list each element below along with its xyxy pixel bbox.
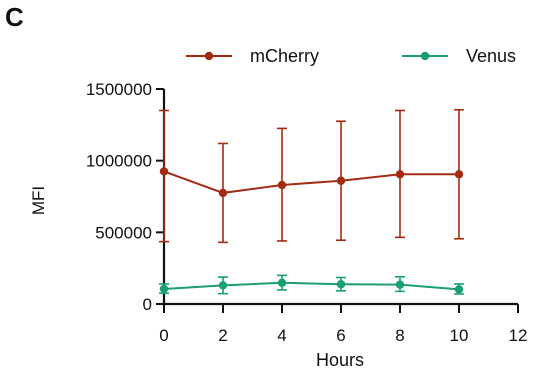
venus-data-point bbox=[395, 280, 405, 289]
mcherry-data-point bbox=[218, 188, 228, 198]
x-axis-title: Hours bbox=[316, 350, 364, 370]
mcherry-data-point bbox=[454, 170, 464, 179]
mcherry-data-point bbox=[336, 176, 346, 185]
legend-mcherry-marker bbox=[204, 51, 214, 61]
venus-data-point bbox=[454, 285, 464, 294]
x-tick-label: 12 bbox=[509, 326, 528, 345]
venus-data-point bbox=[277, 278, 287, 287]
x-tick-label: 6 bbox=[336, 326, 345, 345]
y-tick-label: 1000000 bbox=[86, 152, 152, 171]
mcherry-data-point bbox=[395, 170, 405, 179]
mcherry-series-line bbox=[163, 170, 459, 194]
y-tick-label: 0 bbox=[143, 295, 152, 314]
x-tick-label: 2 bbox=[218, 326, 227, 345]
y-tick-label: 1500000 bbox=[86, 80, 152, 99]
legend-mcherry-label: mCherry bbox=[250, 46, 319, 66]
mcherry-data-point bbox=[277, 180, 287, 190]
x-tick-label: 10 bbox=[450, 326, 469, 345]
venus-data-point bbox=[218, 281, 228, 290]
y-axis-title: MFI bbox=[29, 186, 48, 215]
mcherry-data-point bbox=[159, 167, 169, 176]
venus-data-point bbox=[159, 284, 169, 294]
y-tick-label: 500000 bbox=[95, 223, 152, 242]
x-tick-label: 4 bbox=[277, 326, 286, 345]
panel-label: C bbox=[5, 2, 24, 32]
x-tick-label: 8 bbox=[395, 326, 404, 345]
legend-venus-marker bbox=[420, 51, 430, 61]
x-tick-label: 0 bbox=[159, 326, 168, 345]
legend-venus-label: Venus bbox=[466, 46, 516, 66]
venus-series-line bbox=[163, 281, 460, 291]
venus-data-point bbox=[336, 280, 346, 289]
